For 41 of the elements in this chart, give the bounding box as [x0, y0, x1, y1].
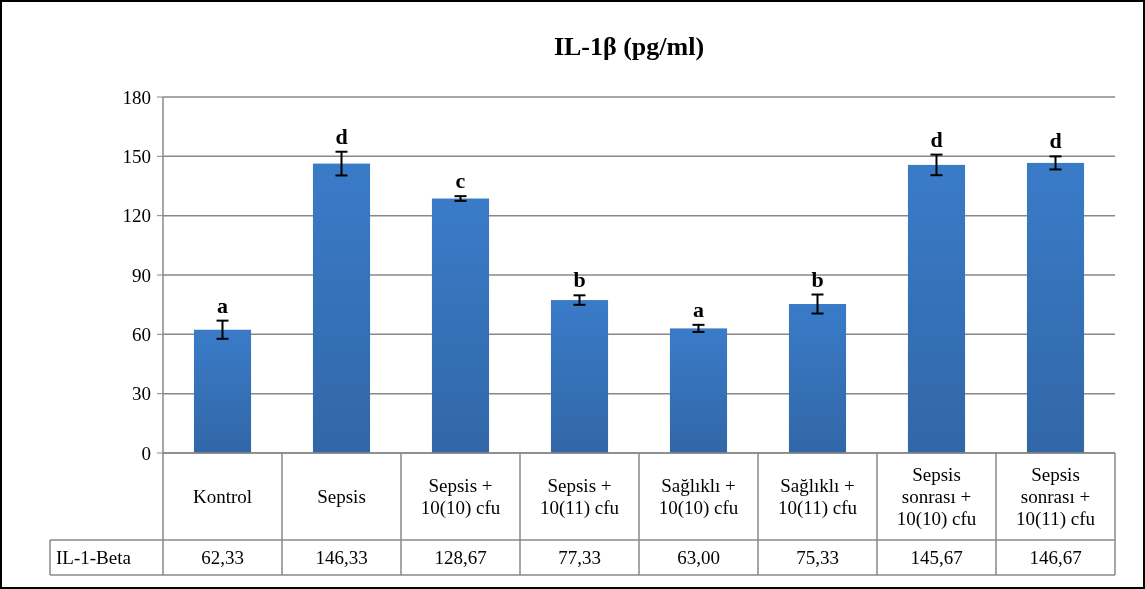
- x-tick-label: Sepsis sonrası + 10(11) cfu: [1016, 464, 1096, 531]
- y-tick-label: 150: [122, 145, 151, 167]
- bar: [907, 164, 966, 453]
- x-tick-label: Sağlıklı + 10(11) cfu: [778, 475, 858, 520]
- bar: [312, 163, 371, 453]
- data-label: 145,67: [910, 547, 963, 569]
- data-label: 63,00: [677, 547, 720, 569]
- data-label: 146,33: [315, 547, 368, 569]
- bar: [431, 198, 490, 453]
- legend-label: IL-1-Beta: [56, 547, 132, 569]
- x-tick-label: Sağlıklı + 10(10) cfu: [658, 475, 739, 520]
- data-label: 62,33: [201, 547, 244, 569]
- bar: [550, 300, 609, 453]
- data-label: 77,33: [558, 547, 601, 569]
- bar: [1026, 162, 1085, 453]
- y-tick-label: 60: [132, 323, 151, 345]
- data-label: 75,33: [796, 547, 839, 569]
- x-tick-label: Sepsis: [317, 486, 366, 508]
- y-tick-label: 0: [141, 442, 151, 464]
- y-tick-label: 30: [132, 383, 151, 405]
- bar: [669, 328, 728, 453]
- annotation: a: [217, 292, 228, 318]
- bar: [788, 304, 847, 453]
- y-tick-label: 120: [122, 205, 151, 227]
- annotation: b: [573, 267, 586, 293]
- annotation: c: [455, 168, 466, 194]
- annotation: d: [930, 126, 943, 152]
- y-tick-label: 90: [132, 264, 151, 286]
- x-tick-label: Kontrol: [192, 486, 253, 508]
- chart-title: IL-1β (pg/ml): [553, 32, 705, 61]
- annotation: b: [811, 266, 824, 292]
- bar: [193, 329, 252, 453]
- data-label: 128,67: [434, 547, 487, 569]
- x-tick-label: Sepsis + 10(10) cfu: [420, 475, 501, 520]
- annotation: a: [693, 296, 704, 322]
- annotation: d: [1049, 128, 1062, 154]
- x-tick-label: Sepsis sonrası + 10(10) cfu: [896, 464, 977, 531]
- annotation: d: [335, 123, 348, 149]
- x-tick-label: Sepsis + 10(11) cfu: [540, 475, 620, 520]
- y-tick-label: 180: [122, 86, 151, 108]
- data-label: 146,67: [1029, 547, 1082, 569]
